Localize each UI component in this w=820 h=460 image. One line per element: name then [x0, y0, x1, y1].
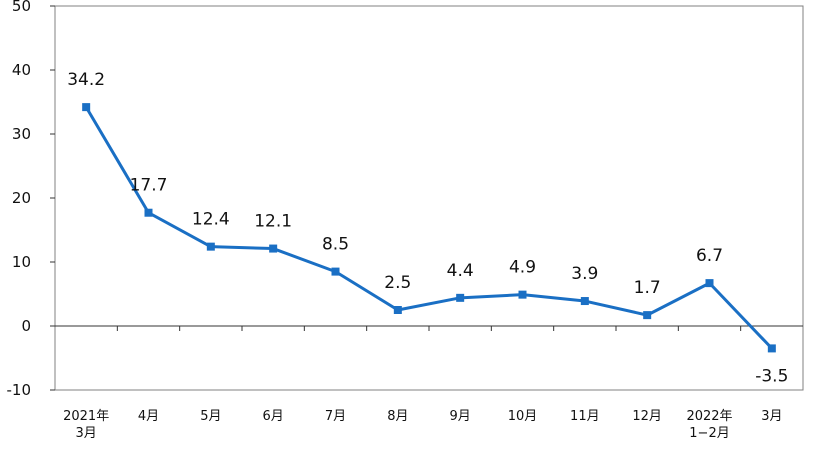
data-point: [456, 293, 465, 302]
y-tick-label: 50: [12, 0, 31, 15]
data-point: [393, 306, 402, 314]
x-tick-label: 2021年: [63, 409, 109, 424]
y-tick-label: 40: [12, 61, 31, 79]
data-label: -3.5: [755, 366, 788, 386]
y-ticks: -10 0 10 20 30 40 50: [7, 0, 55, 399]
x-tick-label: 9月: [450, 409, 471, 424]
x-ticks: [116, 326, 742, 331]
data-label: 1.7: [634, 278, 661, 298]
y-tick-label: 20: [12, 189, 31, 207]
data-label: 4.9: [509, 258, 536, 278]
data-point: [144, 208, 153, 217]
data-point: [643, 311, 652, 320]
x-tick-label: 6月: [263, 409, 284, 424]
y-tick-label: 30: [12, 125, 31, 143]
data-label: 12.4: [192, 210, 230, 230]
data-label: 34.2: [67, 70, 105, 90]
x-tick-label: 10月: [508, 409, 538, 424]
series-line: [84, 106, 773, 350]
x-tick-label: 3月: [76, 426, 97, 441]
data-label: 12.1: [254, 212, 292, 232]
y-tick-label: -10: [7, 381, 32, 399]
x-tick-label: 2022年: [686, 409, 732, 424]
data-point: [580, 297, 589, 306]
data-label: 8.5: [322, 235, 349, 255]
x-tick-label: 7月: [325, 409, 346, 424]
data-label: 4.4: [447, 261, 474, 281]
data-label: 6.7: [696, 246, 723, 266]
data-label: 2.5: [384, 273, 411, 293]
data-point: [82, 103, 91, 112]
data-label: 3.9: [571, 264, 598, 284]
x-tick-label: 3月: [761, 409, 782, 424]
data-point: [767, 344, 776, 353]
data-point: [705, 279, 714, 288]
x-tick-label: 5月: [200, 409, 221, 424]
x-tick-label: 4月: [138, 409, 159, 424]
data-label: 17.7: [130, 176, 168, 196]
x-tick-label: 12月: [632, 409, 662, 424]
data-point: [518, 290, 527, 299]
x-tick-label: 1−2月: [689, 426, 729, 441]
x-tick-label: 8月: [387, 409, 408, 424]
data-point: [269, 244, 278, 253]
data-points: [82, 103, 776, 353]
x-tick-label: 11月: [570, 409, 600, 424]
y-tick-label: 10: [12, 253, 31, 271]
plot-area: [54, 5, 804, 391]
x-tick-labels: 2021年 3月 4月 5月 6月 7月 8月 9月 10月 11月 12月 2022年 1−2月 3月: [63, 409, 782, 441]
data-labels: 34.2 17.7 12.4 12.1 8.5 2.5 4.4 4.9 3.9 1.7 6.7 -3.…: [67, 70, 788, 386]
y-tick-label: 0: [21, 317, 31, 335]
data-point: [206, 242, 215, 251]
data-point: [331, 267, 340, 276]
